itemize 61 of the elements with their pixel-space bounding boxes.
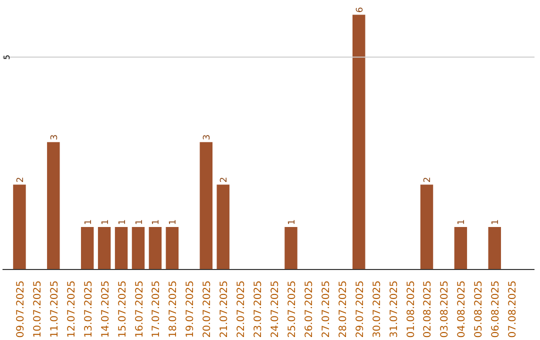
- x-tick-label: 12.07.2025: [66, 280, 78, 338]
- x-tick-label: 01.08.2025: [406, 280, 417, 338]
- x-tick-label: 05.08.2025: [474, 280, 485, 338]
- data-label: 3: [50, 134, 60, 140]
- x-tick-label: 07.08.2025: [508, 280, 519, 338]
- x-tick-label: 28.07.2025: [338, 280, 349, 338]
- bar: [200, 142, 212, 270]
- data-label: 1: [457, 219, 468, 226]
- bar: [114, 227, 128, 270]
- bar: [98, 227, 111, 270]
- x-tick-label: 14.07.2025: [100, 280, 112, 338]
- bar: [166, 227, 179, 270]
- data-label: 1: [152, 219, 162, 226]
- data-label: 2: [16, 176, 26, 183]
- data-label: 1: [491, 219, 502, 226]
- x-tick-label: 04.08.2025: [456, 280, 468, 338]
- bar: [80, 227, 94, 270]
- data-label: 3: [202, 134, 213, 140]
- bar: [148, 227, 162, 270]
- data-label: 1: [118, 219, 128, 226]
- x-tick-label: 23.07.2025: [253, 280, 264, 338]
- data-label: 6: [355, 6, 366, 13]
- bar: [216, 184, 230, 270]
- x-tick-label: 02.08.2025: [422, 280, 434, 338]
- x-tick-label: 15.07.2025: [117, 280, 128, 338]
- data-label: 2: [423, 176, 434, 183]
- bar: [488, 227, 501, 270]
- bar: [132, 227, 145, 270]
- data-label: 1: [100, 219, 111, 226]
- x-tick-label: 27.07.2025: [320, 280, 332, 338]
- x-tick-label: 24.07.2025: [270, 280, 282, 338]
- x-tick-label: 16.07.2025: [134, 280, 146, 338]
- x-tick-label: 09.07.2025: [15, 280, 26, 338]
- x-tick-label: 11.07.2025: [49, 280, 60, 338]
- x-tick-label: 22.07.2025: [236, 280, 248, 338]
- bar: [284, 227, 298, 270]
- x-tick-label: 03.08.2025: [440, 280, 451, 338]
- x-tick-label: 29.07.2025: [354, 280, 366, 338]
- x-tick-label: 30.07.2025: [372, 280, 383, 338]
- data-label: 1: [168, 219, 179, 226]
- x-tick-label: 18.07.2025: [168, 280, 180, 338]
- x-tick-label: 21.07.2025: [219, 280, 230, 338]
- x-tick-label: 19.07.2025: [185, 280, 196, 338]
- x-tick-label: 25.07.2025: [286, 280, 298, 338]
- bar: [13, 184, 26, 270]
- bar: [47, 142, 60, 270]
- data-label: 1: [134, 219, 145, 226]
- bar: [352, 14, 366, 270]
- x-tick-label: 26.07.2025: [304, 280, 315, 338]
- x-tick-label: 31.07.2025: [388, 280, 400, 338]
- data-label: 2: [220, 176, 230, 183]
- x-tick-label: 20.07.2025: [202, 280, 214, 338]
- x-tick-label: 17.07.2025: [151, 280, 162, 338]
- data-label: 1: [287, 219, 298, 226]
- x-tick-label: 13.07.2025: [83, 280, 94, 338]
- bar: [420, 184, 434, 270]
- x-tick-label: 06.08.2025: [490, 280, 502, 338]
- ref-line-label: 5: [2, 54, 12, 60]
- x-tick-label: 10.07.2025: [32, 280, 44, 338]
- data-label: 1: [84, 219, 94, 226]
- bar: [454, 227, 468, 270]
